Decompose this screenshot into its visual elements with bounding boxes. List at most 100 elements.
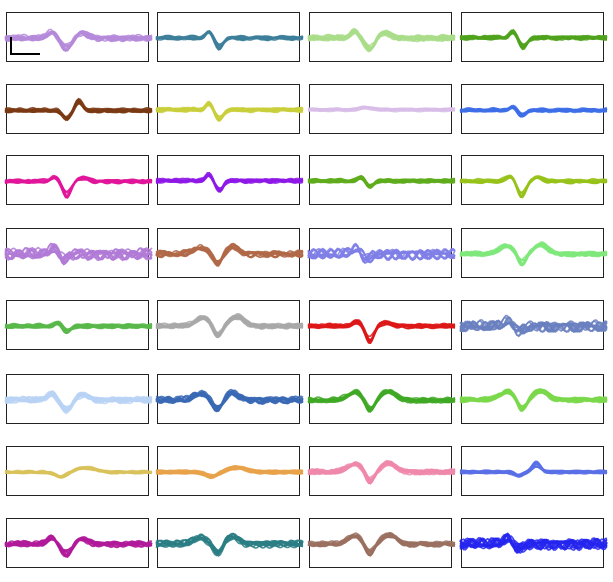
waveform-panel bbox=[4, 446, 153, 496]
waveform-panel bbox=[4, 12, 153, 62]
waveform-panel bbox=[459, 518, 608, 568]
waveform-panel bbox=[155, 374, 304, 424]
waveform-trace bbox=[459, 466, 608, 476]
waveform-panel bbox=[4, 300, 153, 350]
waveform-panel bbox=[307, 12, 456, 62]
waveform-panel bbox=[307, 84, 456, 134]
waveform-traces bbox=[307, 27, 456, 53]
waveform-trace bbox=[459, 175, 608, 197]
waveform-trace bbox=[459, 32, 608, 47]
waveform-panel bbox=[4, 155, 153, 205]
waveform-trace bbox=[4, 246, 153, 264]
waveform-trace bbox=[155, 30, 304, 51]
waveform-panel bbox=[459, 84, 608, 134]
waveform-panel bbox=[4, 228, 153, 278]
waveform-trace bbox=[307, 105, 456, 111]
waveform-traces bbox=[4, 28, 153, 52]
waveform-panel bbox=[155, 518, 304, 568]
waveform-traces bbox=[155, 464, 304, 480]
waveform-trace bbox=[155, 467, 304, 479]
waveform-panel bbox=[459, 228, 608, 278]
waveform-trace bbox=[4, 323, 153, 332]
waveform-traces bbox=[459, 314, 608, 338]
waveform-trace bbox=[459, 244, 608, 266]
waveform-traces bbox=[459, 388, 608, 412]
waveform-trace bbox=[459, 316, 608, 338]
waveform-trace bbox=[459, 107, 608, 116]
waveform-panel bbox=[307, 518, 456, 568]
waveform-trace bbox=[307, 177, 456, 186]
waveform-traces bbox=[459, 104, 608, 118]
waveform-trace bbox=[460, 460, 608, 476]
waveform-trace bbox=[4, 394, 153, 412]
waveform-traces bbox=[4, 174, 153, 199]
waveform-panel bbox=[307, 155, 456, 205]
waveform-traces bbox=[459, 28, 608, 51]
waveform-traces bbox=[155, 100, 304, 122]
waveform-traces bbox=[307, 318, 456, 345]
waveform-panel bbox=[155, 12, 304, 62]
waveform-trace bbox=[459, 320, 608, 335]
waveform-traces bbox=[4, 97, 153, 121]
waveform-trace bbox=[307, 462, 456, 479]
waveform-traces bbox=[155, 388, 304, 413]
waveform-panel bbox=[307, 300, 456, 350]
waveform-traces bbox=[4, 242, 153, 266]
waveform-trace bbox=[155, 243, 304, 266]
waveform-panel bbox=[155, 84, 304, 134]
waveform-trace bbox=[155, 389, 304, 412]
waveform-panel bbox=[459, 300, 608, 350]
waveform-traces bbox=[459, 460, 608, 478]
waveform-panel bbox=[4, 518, 153, 568]
waveform-panel bbox=[4, 84, 153, 134]
waveform-traces bbox=[459, 532, 608, 554]
waveform-trace bbox=[307, 244, 456, 264]
waveform-trace bbox=[4, 537, 153, 552]
waveform-trace bbox=[307, 389, 456, 411]
waveform-trace bbox=[4, 322, 153, 331]
waveform-panel bbox=[155, 155, 304, 205]
waveform-trace bbox=[307, 107, 456, 112]
waveform-panel bbox=[155, 300, 304, 350]
waveform-trace bbox=[459, 390, 608, 412]
waveform-traces bbox=[307, 242, 456, 264]
waveform-panel bbox=[459, 12, 608, 62]
waveform-panel bbox=[307, 446, 456, 496]
waveform-trace bbox=[155, 535, 304, 553]
waveform-trace bbox=[459, 535, 608, 554]
waveform-trace bbox=[4, 175, 153, 195]
waveform-trace bbox=[155, 393, 304, 408]
waveform-traces bbox=[307, 105, 456, 113]
waveform-trace bbox=[307, 175, 456, 187]
waveform-traces bbox=[307, 174, 456, 190]
waveform-traces bbox=[155, 532, 304, 558]
waveform-panel bbox=[459, 155, 608, 205]
waveform-trace bbox=[459, 539, 608, 553]
waveform-traces bbox=[459, 241, 608, 267]
waveform-panel bbox=[155, 446, 304, 496]
waveform-traces bbox=[155, 312, 304, 339]
waveform-traces bbox=[307, 388, 456, 413]
waveform-panel bbox=[307, 374, 456, 424]
waveform-trace bbox=[155, 315, 304, 339]
waveform-trace bbox=[307, 31, 456, 50]
waveform-traces bbox=[155, 242, 304, 267]
waveform-traces bbox=[307, 531, 456, 557]
waveform-panel bbox=[155, 228, 304, 278]
waveform-trace bbox=[4, 248, 153, 261]
waveform-traces bbox=[307, 459, 456, 485]
waveform-trace bbox=[155, 534, 304, 554]
waveform-trace bbox=[459, 392, 608, 408]
waveform-traces bbox=[155, 171, 304, 193]
waveform-trace bbox=[459, 106, 608, 117]
waveform-trace bbox=[307, 534, 456, 551]
waveform-trace bbox=[4, 31, 153, 47]
waveform-panel bbox=[459, 446, 608, 496]
waveform-traces bbox=[4, 465, 153, 479]
scale-bar bbox=[10, 37, 40, 55]
waveform-traces bbox=[459, 174, 608, 199]
waveform-trace bbox=[459, 316, 608, 332]
waveform-trace bbox=[4, 30, 153, 52]
waveform-trace bbox=[4, 466, 153, 478]
